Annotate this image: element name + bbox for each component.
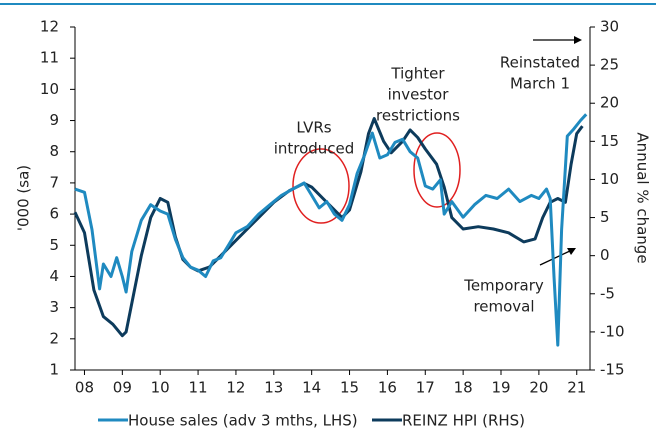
y2-tick-label: 0	[600, 246, 610, 264]
legend-label: House sales (adv 3 mths, LHS)	[128, 412, 358, 430]
annotation: March 1	[510, 75, 570, 93]
x-tick-label: 13	[264, 379, 283, 397]
y-tick-label: 7	[49, 173, 59, 191]
x-tick-label: 08	[75, 379, 94, 397]
y2-tick-label: 15	[600, 132, 619, 150]
y2-tick-label: 5	[600, 208, 610, 226]
x-tick-label: 17	[416, 379, 435, 397]
series-line	[73, 117, 584, 338]
x-tick-label: 21	[567, 379, 586, 397]
annotation: investor	[388, 86, 450, 104]
y-tick-label: 10	[40, 80, 59, 98]
y-tick-label: 6	[49, 205, 59, 223]
legend-label: REINZ HPI (RHS)	[402, 412, 525, 430]
y-tick-label: 4	[49, 267, 59, 285]
y-tick-label: 1	[49, 361, 59, 379]
y2-tick-label: -5	[600, 284, 615, 302]
y2-tick-label: -10	[600, 322, 625, 340]
y2-tick-label: -15	[600, 361, 625, 379]
y-tick-label: 12	[40, 18, 59, 36]
x-tick-label: 18	[454, 379, 473, 397]
y2-tick-label: 20	[600, 94, 619, 112]
x-tick-label: 14	[302, 379, 321, 397]
arrow-head	[574, 36, 582, 44]
annotation: introduced	[274, 140, 355, 158]
y-tick-label: 2	[49, 329, 59, 347]
annotation: Reinstated	[500, 54, 580, 72]
x-tick-label: 10	[151, 379, 170, 397]
x-tick-label: 19	[491, 379, 510, 397]
y2-tick-label: 25	[600, 56, 619, 74]
arrow	[539, 249, 573, 266]
y2-tick-label: 10	[600, 170, 619, 188]
x-tick-label: 11	[189, 379, 208, 397]
y2-axis-label: Annual % change	[634, 132, 652, 263]
series-line	[74, 113, 588, 347]
y-tick-label: 8	[49, 142, 59, 160]
y-tick-label: 3	[49, 298, 59, 316]
x-tick-label: 09	[113, 379, 132, 397]
arrow-head	[567, 248, 576, 255]
y2-tick-label: 30	[600, 18, 619, 36]
x-tick-label: 20	[529, 379, 548, 397]
annotation: Temporary	[463, 277, 544, 295]
y-tick-label: 9	[49, 111, 59, 129]
annotation: restrictions	[376, 107, 460, 125]
y-tick-label: 5	[49, 236, 59, 254]
y-tick-label: 11	[40, 49, 59, 67]
highlight-circle	[413, 132, 461, 208]
x-tick-label: 16	[378, 379, 397, 397]
x-tick-label: 15	[340, 379, 359, 397]
annotation: removal	[473, 298, 534, 316]
annotation: LVRs	[296, 119, 331, 137]
y-axis-label: '000 (sa)	[15, 165, 33, 231]
annotation: Tighter	[390, 65, 445, 83]
highlight-circle	[292, 148, 350, 224]
x-tick-label: 12	[226, 379, 245, 397]
